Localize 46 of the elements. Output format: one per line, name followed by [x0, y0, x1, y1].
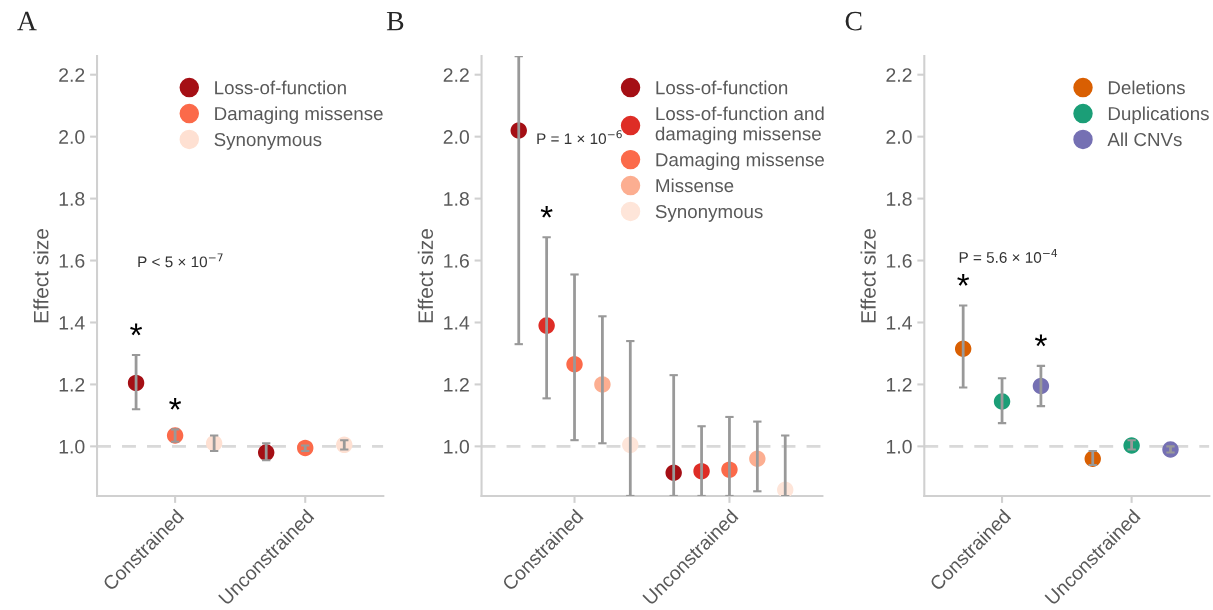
y-tick-label: 2.2 — [443, 68, 469, 82]
legend-label: Duplications — [1108, 106, 1209, 124]
annotation: P = 1 × 10$^{−6}$ — [537, 130, 622, 145]
y-tick-label: 2.0 — [59, 130, 85, 144]
y-tick-label: 1.4 — [886, 316, 912, 330]
legend-label: Loss-of-function and damaging missense — [655, 106, 824, 145]
y-tick-label: 2.0 — [443, 130, 469, 144]
y-tick-label: 1.6 — [886, 254, 912, 268]
data-label: * — [130, 323, 143, 336]
y-tick-label: 1.0 — [886, 439, 912, 454]
annotation: P = 5.6 × 10$^{−4}$ — [959, 249, 1058, 263]
data-label: * — [169, 397, 182, 410]
legend-label: Missense — [656, 178, 734, 193]
y-tick-label: 1.4 — [59, 316, 85, 330]
data-label: * — [957, 274, 970, 286]
legend-label: Damaging missense — [656, 152, 824, 171]
y-axis-title: Effect size — [860, 229, 876, 323]
y-tick-label: 1.0 — [59, 439, 85, 454]
y-tick-label: 1.0 — [444, 439, 469, 454]
y-tick-label: 1.4 — [444, 316, 470, 330]
legend-label: Loss-of-function — [656, 80, 788, 95]
y-tick-label: 1.2 — [444, 377, 469, 392]
y-tick-label: 2.0 — [886, 130, 912, 144]
legend-label: Synonymous — [214, 132, 322, 150]
y-tick-label: 1.6 — [444, 254, 469, 268]
legend-label: Damaging missense — [215, 106, 383, 124]
y-tick-label: 1.8 — [444, 192, 469, 206]
y-tick-label: 1.2 — [886, 377, 912, 392]
legend-label: Deletions — [1108, 80, 1185, 95]
annotation: P < 5 × 10$^{−7}$ — [138, 253, 223, 268]
legend-label: All CNVs — [1107, 132, 1182, 147]
chart-title: B — [386, 12, 404, 31]
y-axis-title: Effect size — [33, 229, 49, 323]
y-tick-label: 1.8 — [886, 192, 912, 206]
legend-label: Loss-of-function — [215, 80, 346, 95]
y-tick-label: 1.6 — [59, 254, 85, 268]
chart-title: A — [17, 11, 37, 31]
legend-label: Synonymous — [655, 204, 763, 222]
data-label: * — [1034, 334, 1047, 347]
y-tick-label: 1.8 — [59, 192, 85, 206]
chart-title: C — [845, 11, 862, 31]
y-tick-label: 1.2 — [59, 377, 85, 392]
y-tick-label: 2.2 — [59, 68, 85, 82]
data-label: * — [540, 205, 553, 218]
y-axis-title: Effect size — [417, 229, 434, 323]
y-tick-label: 2.2 — [886, 68, 912, 82]
